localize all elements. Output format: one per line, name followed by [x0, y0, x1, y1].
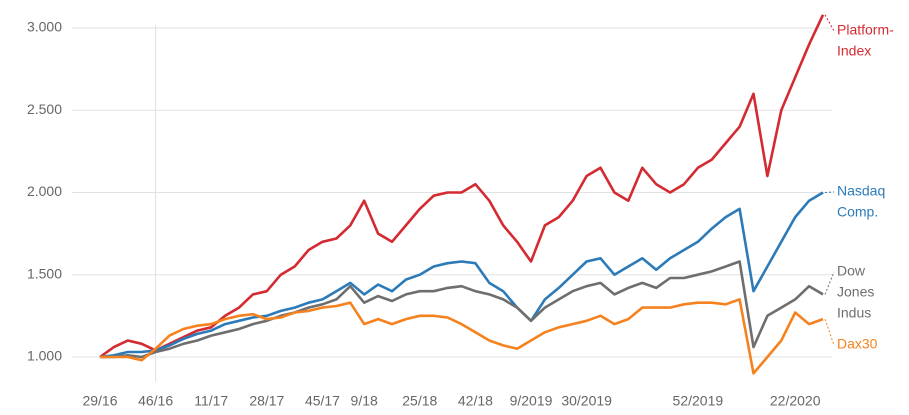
x-tick-label: 22/2020 [770, 393, 821, 409]
series-label: Index [837, 43, 871, 59]
x-tick-label: 52/2019 [673, 393, 724, 409]
y-tick-label: 1.500 [27, 265, 62, 281]
series-label: Dax30 [837, 336, 878, 352]
x-tick-label: 28/17 [249, 393, 284, 409]
x-tick-label: 29/16 [82, 393, 117, 409]
y-tick-label: 2.500 [27, 101, 62, 117]
series-label: Nasdaq [837, 183, 885, 199]
x-tick-label: 25/18 [402, 393, 437, 409]
series-label: Comp. [837, 204, 878, 220]
series-label: Dow [837, 263, 866, 279]
x-tick-label: 46/16 [138, 393, 173, 409]
y-tick-label: 1.000 [27, 348, 62, 364]
y-tick-label: 3.000 [27, 19, 62, 35]
series-line [99, 191, 824, 359]
series-label: Jones [837, 284, 874, 300]
x-tick-label: 30/2019 [561, 393, 612, 409]
y-tick-label: 2.000 [27, 183, 62, 199]
label-leader [824, 318, 835, 346]
series-line [100, 260, 824, 359]
x-tick-label: 42/18 [458, 393, 493, 409]
series-label: Platform- [837, 22, 894, 38]
series-line [100, 298, 824, 375]
x-tick-label: 9/18 [351, 393, 378, 409]
series-line [99, 14, 825, 359]
x-tick-label: 45/17 [305, 393, 340, 409]
x-tick-label: 9/2019 [510, 393, 553, 409]
label-leader [824, 271, 835, 295]
series-label: Indus [837, 305, 871, 321]
label-leader [824, 14, 835, 32]
x-tick-label: 11/17 [194, 393, 228, 409]
